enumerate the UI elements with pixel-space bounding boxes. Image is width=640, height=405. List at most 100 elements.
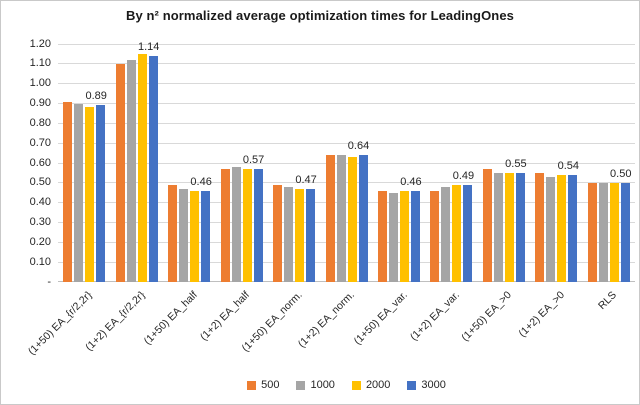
legend-swatch: [407, 380, 417, 390]
bar: [410, 190, 420, 282]
data-label: 0.64: [347, 140, 370, 153]
bar: [273, 184, 283, 282]
gridline: [58, 182, 635, 184]
bar: [515, 172, 525, 282]
bar: [231, 166, 241, 282]
bar: [568, 174, 578, 282]
category-label: (1+2) EA_half: [197, 289, 253, 344]
gridline: [58, 222, 635, 223]
bar: [115, 63, 125, 282]
y-tick-label: -: [47, 275, 51, 288]
data-label: 0.55: [505, 157, 527, 170]
bar: [358, 155, 368, 282]
legend-item: 3000: [407, 379, 446, 391]
bar: [557, 174, 567, 282]
bar: [482, 168, 492, 282]
data-label: 0.46: [190, 175, 212, 188]
data-label: 0.47: [295, 173, 317, 186]
legend-label: 3000: [421, 379, 446, 391]
bar: [179, 188, 189, 282]
gridline: [58, 103, 635, 104]
y-tick-label: 0.20: [29, 235, 51, 248]
gridline: [58, 261, 635, 263]
data-label: 0.54: [557, 159, 580, 172]
category-label: (1+2) EA_norm.: [295, 289, 357, 351]
data-label: 0.50: [610, 167, 632, 180]
y-tick-label: 0.30: [29, 216, 51, 228]
category-label: (1+50) EA_half: [141, 289, 200, 348]
bar: [388, 192, 398, 282]
category-label: (1+50) EA_>0: [459, 289, 515, 344]
gridline: [58, 162, 635, 164]
bar: [377, 190, 387, 282]
bar: [74, 103, 84, 282]
data-label: 1.14: [137, 40, 160, 53]
y-tick-label: 0.70: [29, 136, 51, 149]
bar: [336, 155, 346, 282]
legend-swatch: [351, 380, 361, 390]
chart-title: By n² normalized average optimization ti…: [125, 8, 515, 23]
bar: [598, 182, 608, 282]
y-tick-label: 0.60: [29, 156, 51, 169]
bar: [535, 172, 545, 282]
bar: [620, 182, 630, 282]
legend-swatch: [296, 380, 306, 390]
gridline: [58, 83, 635, 85]
bar: [137, 53, 147, 282]
bar: [190, 190, 200, 282]
bar: [126, 59, 136, 282]
y-tick-label: 0.10: [29, 255, 51, 268]
bar: [201, 190, 211, 282]
legend-label: 500: [261, 379, 280, 391]
plot-area: 0.89 1.14 0.46 0.57 0.47 0.64 0.46 0.49 0.55 0.54…: [58, 40, 635, 282]
y-tick-label: 1.00: [29, 77, 51, 90]
gridline: [58, 43, 635, 45]
data-label: 0.49: [452, 169, 475, 182]
bar: [85, 107, 95, 282]
bar: [546, 176, 556, 282]
gridline: [58, 241, 635, 243]
bar: [295, 188, 305, 282]
y-tick-label: 0.80: [29, 116, 51, 129]
bar: [306, 188, 316, 282]
bar: [96, 105, 106, 282]
bar: [441, 186, 451, 282]
bar: [168, 184, 178, 282]
bar: [399, 190, 409, 282]
category-label: (1+2) EA_var.: [407, 289, 462, 344]
y-tick-label: 0.40: [29, 196, 51, 209]
bar: [452, 184, 462, 282]
y-tick-label: 1.10: [29, 57, 51, 70]
category-label: (1+2) EA_>0: [516, 289, 567, 340]
legend-label: 2000: [365, 379, 391, 391]
gridline: [58, 202, 635, 204]
bar: [463, 184, 473, 282]
bar: [609, 182, 619, 282]
category-label: RLS: [596, 289, 620, 312]
data-label: 0.46: [400, 175, 422, 188]
bar: [284, 186, 294, 282]
bar: [220, 168, 230, 282]
bar: [325, 155, 335, 282]
data-label: 0.89: [85, 90, 107, 103]
y-tick-label: 1.20: [29, 37, 51, 50]
bar: [253, 168, 263, 282]
gridline: [58, 122, 635, 124]
bar: [242, 168, 252, 282]
gridline: [58, 142, 635, 144]
legend-label: 1000: [310, 379, 335, 391]
bar: [347, 157, 357, 282]
data-label: 0.57: [242, 153, 265, 166]
y-tick-label: 0.90: [29, 97, 51, 109]
legend-swatch: [247, 380, 257, 390]
legend-item: 500: [247, 379, 279, 391]
legend: 500 1000 2000 3000: [58, 379, 635, 391]
gridline: [58, 63, 635, 65]
bar: [493, 172, 503, 282]
legend-item: 1000: [296, 379, 335, 391]
category-label: (1+50) EA_var.: [351, 289, 410, 348]
bar: [63, 101, 73, 282]
category-label: (1+50) EA_{r/2,2r}: [26, 289, 95, 358]
y-tick-label: 0.50: [29, 176, 51, 189]
